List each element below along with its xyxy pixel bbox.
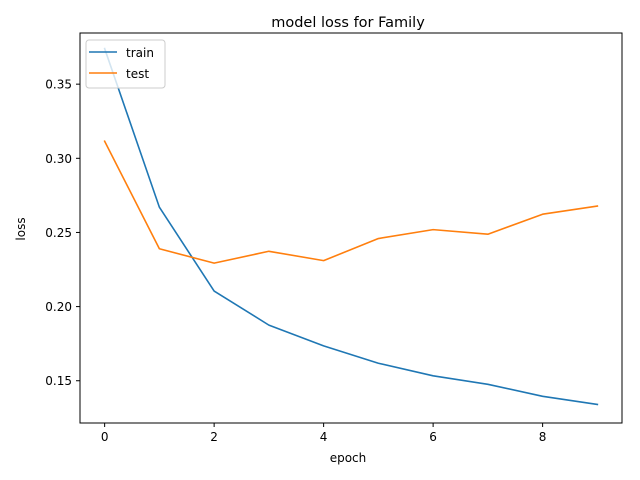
x-tick-label: 4	[320, 430, 328, 444]
x-axis-label: epoch	[330, 451, 367, 465]
x-axis-ticks: 0 2 4 6 8	[101, 423, 547, 444]
x-tick-label: 8	[539, 430, 547, 444]
legend-label-test: test	[126, 67, 149, 81]
axes-frame	[79, 32, 623, 424]
legend-label-train: train	[126, 46, 154, 60]
y-tick-label: 0.20	[45, 300, 72, 314]
series-line-train	[103, 47, 599, 406]
chart-title: model loss for Family	[271, 15, 425, 31]
y-axis-ticks: 0.15 0.20 0.25 0.30 0.35	[45, 78, 80, 388]
y-tick-label: 0.35	[45, 78, 72, 92]
y-tick-label: 0.25	[45, 226, 72, 240]
y-tick-label: 0.15	[45, 374, 72, 388]
series-layer	[103, 47, 599, 406]
series-line-test	[103, 140, 599, 264]
x-tick-label: 2	[210, 430, 218, 444]
y-axis-label: loss	[14, 217, 28, 240]
x-tick-label: 6	[429, 430, 437, 444]
y-tick-label: 0.30	[45, 152, 72, 166]
legend: train test	[85, 39, 166, 89]
x-tick-label: 0	[101, 430, 109, 444]
